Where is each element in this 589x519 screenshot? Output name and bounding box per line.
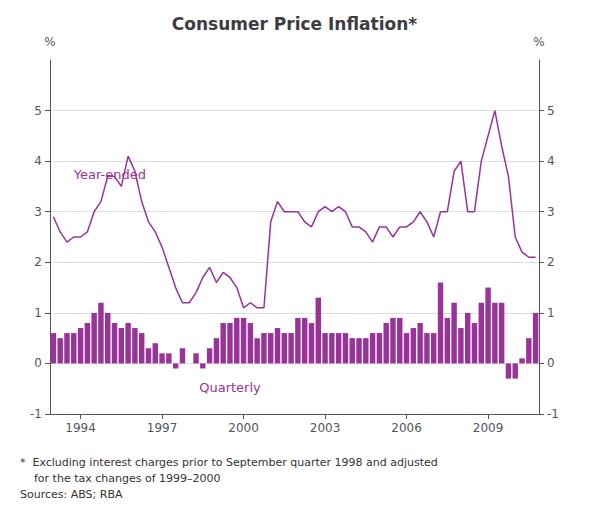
svg-text:0: 0	[547, 356, 555, 370]
svg-text:2: 2	[34, 255, 42, 269]
svg-text:3: 3	[34, 205, 42, 219]
svg-text:* Excluding interest charges: * Excluding interest charges prior to Se…	[20, 456, 438, 469]
svg-text:%: %	[44, 35, 55, 49]
svg-text:2000: 2000	[228, 421, 259, 435]
svg-text:5: 5	[34, 104, 42, 118]
svg-text:4: 4	[34, 154, 42, 168]
svg-text:-1: -1	[547, 407, 559, 421]
svg-text:1997: 1997	[147, 421, 178, 435]
svg-text:0: 0	[34, 356, 42, 370]
svg-text:2003: 2003	[310, 421, 341, 435]
svg-text:2: 2	[547, 255, 555, 269]
svg-text:for the tax changes of 1999–20: for the tax changes of 1999–2000	[20, 472, 221, 485]
svg-text:-1: -1	[30, 407, 42, 421]
svg-text:Quarterly: Quarterly	[199, 380, 261, 395]
svg-text:2006: 2006	[391, 421, 422, 435]
svg-text:Year-ended: Year-ended	[73, 167, 146, 182]
svg-text:2009: 2009	[473, 421, 504, 435]
svg-text:1: 1	[547, 306, 555, 320]
svg-text:5: 5	[547, 104, 555, 118]
svg-text:1: 1	[34, 306, 42, 320]
svg-text:4: 4	[547, 154, 555, 168]
svg-text:Sources: ABS; RBA: Sources: ABS; RBA	[20, 488, 123, 501]
svg-text:3: 3	[547, 205, 555, 219]
svg-text:%: %	[533, 35, 544, 49]
svg-text:1994: 1994	[65, 421, 96, 435]
svg-text:Consumer Price Inflation*: Consumer Price Inflation*	[172, 14, 417, 34]
